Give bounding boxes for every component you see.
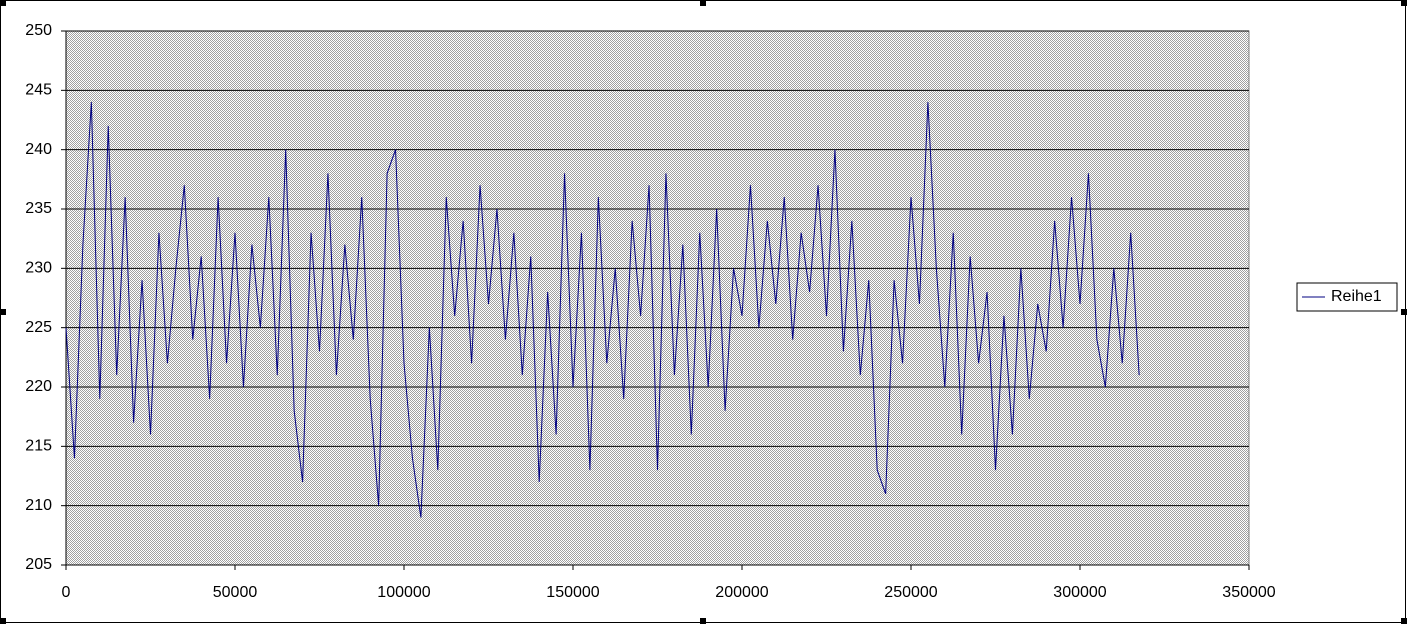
y-tick-label: 245 (25, 82, 52, 99)
x-tick-label: 150000 (546, 584, 599, 601)
y-tick-label: 250 (25, 22, 52, 39)
x-tick-label: 100000 (377, 584, 430, 601)
y-tick-label: 215 (25, 438, 52, 455)
x-tick-label: 350000 (1222, 584, 1275, 601)
y-tick-label: 220 (25, 378, 52, 395)
y-tick-label: 210 (25, 497, 52, 514)
x-tick-label: 250000 (884, 584, 937, 601)
x-tick-label: 0 (62, 584, 71, 601)
y-tick-label: 240 (25, 141, 52, 158)
plot-area (65, 30, 1250, 566)
legend-label: Reihe1 (1331, 288, 1382, 305)
y-tick-label: 235 (25, 200, 52, 217)
y-tick-label: 225 (25, 319, 52, 336)
x-tick-label: 50000 (213, 584, 258, 601)
x-tick-label: 300000 (1053, 584, 1106, 601)
y-tick-label: 205 (25, 556, 52, 573)
x-tick-label: 200000 (715, 584, 768, 601)
data-line (65, 102, 1140, 518)
y-tick-label: 230 (25, 260, 52, 277)
